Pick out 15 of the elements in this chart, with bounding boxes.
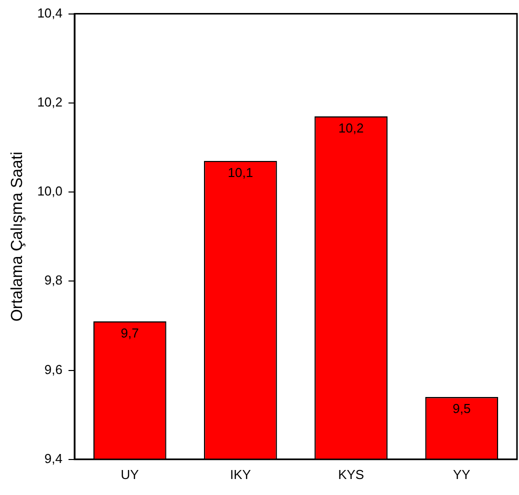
y-tick-label: 10,0 xyxy=(37,184,62,199)
y-axis-title: Ortalama Çalışma Saati xyxy=(9,152,26,322)
y-tick-label: 9,6 xyxy=(44,362,62,377)
data-label: 10,2 xyxy=(338,120,364,136)
y-tick-label: 10,4 xyxy=(37,5,62,20)
x-tick-label: UY xyxy=(120,466,140,482)
x-tick-label: IKY xyxy=(230,466,252,482)
y-tick-label: 9,8 xyxy=(44,272,62,288)
data-label: 9,5 xyxy=(452,401,471,416)
data-label: 10,1 xyxy=(228,164,254,180)
x-tick-label: KYS xyxy=(338,466,364,482)
data-label: 9,7 xyxy=(120,325,139,340)
x-tick-label: YY xyxy=(453,466,471,482)
y-tick-label: 9,4 xyxy=(44,450,62,466)
y-tick-label: 10,2 xyxy=(37,94,62,110)
